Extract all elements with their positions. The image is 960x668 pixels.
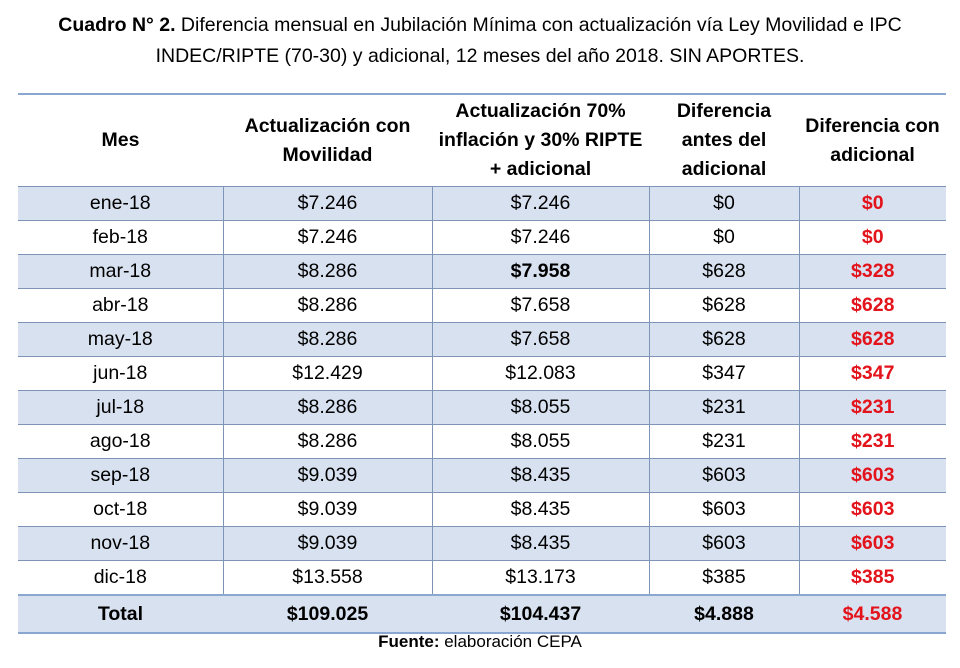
total-label: Total xyxy=(18,594,223,634)
cell-diferencia-con: $0 xyxy=(798,186,946,221)
table-row: sep-18 $9.039 $8.435 $603 $603 xyxy=(18,458,946,493)
header-diferencia-con: Diferencia con adicional xyxy=(799,93,946,187)
table-row: oct-18 $9.039 $8.435 $603 $603 xyxy=(18,492,946,527)
cell-diferencia-antes: $347 xyxy=(648,356,800,391)
table-row: nov-18 $9.039 $8.435 $603 $603 xyxy=(18,526,946,561)
cell-diferencia-antes: $628 xyxy=(648,254,800,289)
cell-mes: sep-18 xyxy=(18,458,224,493)
table-row: abr-18 $8.286 $7.658 $628 $628 xyxy=(18,288,946,323)
table-row: ago-18 $8.286 $8.055 $231 $231 xyxy=(18,424,946,459)
cell-diferencia-con: $347 xyxy=(798,356,946,391)
pension-difference-table: Mes Actualización con Movilidad Actualiz… xyxy=(18,93,946,634)
cell-mes: mar-18 xyxy=(18,254,224,289)
table-row: feb-18 $7.246 $7.246 $0 $0 xyxy=(18,220,946,255)
cell-diferencia-con: $628 xyxy=(798,288,946,323)
cell-mes: nov-18 xyxy=(18,526,224,561)
table-body: ene-18 $7.246 $7.246 $0 $0 feb-18 $7.246 $7.246… xyxy=(18,186,946,596)
cell-movilidad: $9.039 xyxy=(222,492,433,527)
cell-mes: jul-18 xyxy=(18,390,224,425)
table-row: mar-18 $8.286 $7.958 $628 $328 xyxy=(18,254,946,289)
caption-title-part-1: Diferencia mensual en Jubilación Mínima … xyxy=(175,14,902,36)
cell-diferencia-con: $231 xyxy=(798,424,946,459)
cell-diferencia-con: $603 xyxy=(798,492,946,527)
cell-diferencia-antes: $231 xyxy=(648,390,800,425)
header-movilidad: Actualización con Movilidad xyxy=(223,93,432,187)
caption-label: Cuadro N° 2. xyxy=(58,14,176,36)
cell-movilidad: $8.286 xyxy=(222,288,433,323)
header-diferencia-antes: Diferencia antes del adicional xyxy=(649,93,799,187)
cell-diferencia-antes: $628 xyxy=(648,322,800,357)
cell-actualizacion: $8.435 xyxy=(431,458,650,493)
cell-diferencia-antes: $0 xyxy=(648,186,800,221)
cell-diferencia-antes: $231 xyxy=(648,424,800,459)
cell-movilidad: $13.558 xyxy=(222,560,433,596)
table-row: ene-18 $7.246 $7.246 $0 $0 xyxy=(18,186,946,221)
caption-line-1: Cuadro N° 2. Diferencia mensual en Jubil… xyxy=(0,10,960,41)
cell-mes: may-18 xyxy=(18,322,224,357)
table-row: jun-18 $12.429 $12.083 $347 $347 xyxy=(18,356,946,391)
source-label: Fuente: xyxy=(378,632,440,651)
header-actualizacion: Actualización 70% inflación y 30% RIPTE … xyxy=(432,93,649,187)
cell-movilidad: $8.286 xyxy=(222,390,433,425)
source-text: elaboración CEPA xyxy=(439,632,582,651)
cell-diferencia-antes: $628 xyxy=(648,288,800,323)
cell-mes: ene-18 xyxy=(18,186,224,221)
total-actualizacion: $104.437 xyxy=(432,594,649,634)
header-mes: Mes xyxy=(18,93,223,187)
cell-actualizacion: $12.083 xyxy=(431,356,650,391)
cell-mes: oct-18 xyxy=(18,492,224,527)
table-caption: Cuadro N° 2. Diferencia mensual en Jubil… xyxy=(0,10,960,72)
cell-diferencia-antes: $603 xyxy=(648,458,800,493)
cell-movilidad: $8.286 xyxy=(222,254,433,289)
header-row: Mes Actualización con Movilidad Actualiz… xyxy=(18,93,946,187)
cell-mes: dic-18 xyxy=(18,560,224,596)
cell-diferencia-con: $231 xyxy=(798,390,946,425)
table-row: jul-18 $8.286 $8.055 $231 $231 xyxy=(18,390,946,425)
cell-movilidad: $8.286 xyxy=(222,424,433,459)
cell-actualizacion: $7.246 xyxy=(431,186,650,221)
cell-actualizacion: $8.435 xyxy=(431,526,650,561)
cell-movilidad: $9.039 xyxy=(222,526,433,561)
source-note: Fuente: elaboración CEPA xyxy=(0,632,960,652)
cell-diferencia-con: $603 xyxy=(798,458,946,493)
cell-actualizacion: $8.055 xyxy=(431,390,650,425)
cell-movilidad: $8.286 xyxy=(222,322,433,357)
cell-movilidad: $12.429 xyxy=(222,356,433,391)
cell-movilidad: $7.246 xyxy=(222,186,433,221)
cell-actualizacion: $7.658 xyxy=(431,288,650,323)
cell-mes: ago-18 xyxy=(18,424,224,459)
cell-actualizacion: $13.173 xyxy=(431,560,650,596)
cell-movilidad: $7.246 xyxy=(222,220,433,255)
cell-diferencia-con: $603 xyxy=(798,526,946,561)
total-diferencia-antes: $4.888 xyxy=(649,594,799,634)
cell-diferencia-antes: $0 xyxy=(648,220,800,255)
cell-mes: feb-18 xyxy=(18,220,224,255)
table-row: may-18 $8.286 $7.658 $628 $628 xyxy=(18,322,946,357)
cell-actualizacion: $8.055 xyxy=(431,424,650,459)
cell-diferencia-con: $628 xyxy=(798,322,946,357)
cell-mes: jun-18 xyxy=(18,356,224,391)
total-row: Total $109.025 $104.437 $4.888 $4.588 xyxy=(18,594,946,634)
cell-diferencia-antes: $603 xyxy=(648,492,800,527)
caption-line-2: INDEC/RIPTE (70-30) y adicional, 12 mese… xyxy=(155,45,805,67)
cell-mes: abr-18 xyxy=(18,288,224,323)
cell-diferencia-antes: $385 xyxy=(648,560,800,596)
total-diferencia-con: $4.588 xyxy=(799,594,946,634)
total-movilidad: $109.025 xyxy=(223,594,432,634)
cell-diferencia-con: $0 xyxy=(798,220,946,255)
cell-actualizacion: $7.246 xyxy=(431,220,650,255)
cell-actualizacion: $8.435 xyxy=(431,492,650,527)
table-row: dic-18 $13.558 $13.173 $385 $385 xyxy=(18,560,946,596)
cell-actualizacion: $7.658 xyxy=(431,322,650,357)
cell-diferencia-con: $385 xyxy=(798,560,946,596)
cell-diferencia-antes: $603 xyxy=(648,526,800,561)
cell-actualizacion: $7.958 xyxy=(431,254,650,289)
cell-diferencia-con: $328 xyxy=(798,254,946,289)
cell-movilidad: $9.039 xyxy=(222,458,433,493)
